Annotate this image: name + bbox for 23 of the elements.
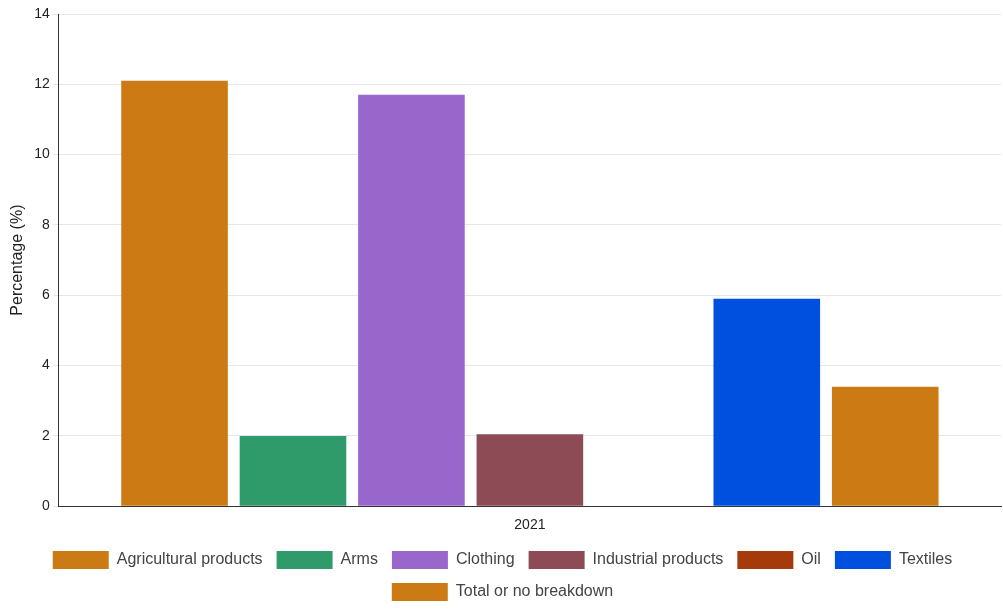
legend-label: Agricultural products [116,550,263,568]
bar [476,434,584,506]
legend-label: Arms [340,550,378,568]
y-tick-label: 0 [41,497,50,514]
legend-label: Textiles [898,550,953,568]
legend-label: Industrial products [592,550,724,568]
bar [239,435,347,506]
legend-label: Total or no breakdown [455,582,614,600]
y-tick-label: 12 [34,75,50,92]
y-tick-label: 10 [34,145,50,162]
y-tick-label: 8 [41,215,50,232]
legend-label: Clothing [455,550,515,568]
y-axis-title: Percentage (%) [8,204,26,316]
legend-label: Oil [801,550,821,568]
bar [121,80,228,506]
bar [831,386,939,506]
bar [358,94,465,506]
y-tick-label: 2 [41,426,50,443]
x-tick-label: 2021 [514,516,546,533]
bar [713,298,821,506]
y-tick-label: 6 [41,286,50,303]
y-tick-label: 14 [34,4,50,21]
y-tick-label: 4 [41,356,50,373]
